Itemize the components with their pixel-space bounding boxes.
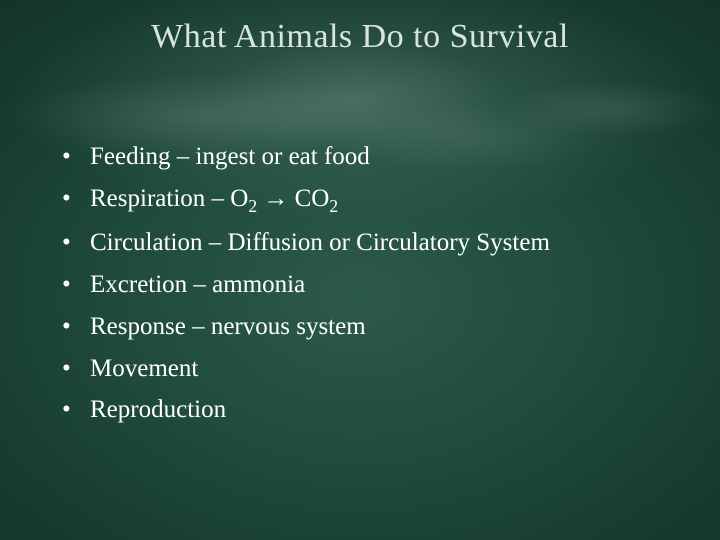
bullet-text: Feeding – ingest or eat food: [90, 140, 662, 174]
bullet-marker: •: [62, 182, 90, 216]
bullet-text: Respiration – O2 → CO2: [90, 182, 662, 219]
bullet-item: •Circulation – Diffusion or Circulatory …: [62, 226, 662, 260]
bullet-marker: •: [62, 352, 90, 386]
bullet-text: Response – nervous system: [90, 310, 662, 344]
slide: What Animals Do to Survival •Feeding – i…: [0, 0, 720, 540]
bullet-text: Circulation – Diffusion or Circulatory S…: [90, 226, 662, 260]
bullet-text: Excretion – ammonia: [90, 268, 662, 302]
bullet-list: •Feeding – ingest or eat food•Respiratio…: [62, 140, 662, 435]
bullet-marker: •: [62, 393, 90, 427]
bullet-marker: •: [62, 140, 90, 174]
bullet-text: Reproduction: [90, 393, 662, 427]
bullet-item: •Respiration – O2 → CO2: [62, 182, 662, 219]
bullet-marker: •: [62, 310, 90, 344]
bullet-item: •Excretion – ammonia: [62, 268, 662, 302]
bullet-text: Movement: [90, 352, 662, 386]
bullet-item: •Feeding – ingest or eat food: [62, 140, 662, 174]
bullet-item: •Movement: [62, 352, 662, 386]
bullet-item: •Reproduction: [62, 393, 662, 427]
bullet-marker: •: [62, 268, 90, 302]
slide-title: What Animals Do to Survival: [0, 18, 720, 56]
bullet-item: •Response – nervous system: [62, 310, 662, 344]
bullet-marker: •: [62, 226, 90, 260]
